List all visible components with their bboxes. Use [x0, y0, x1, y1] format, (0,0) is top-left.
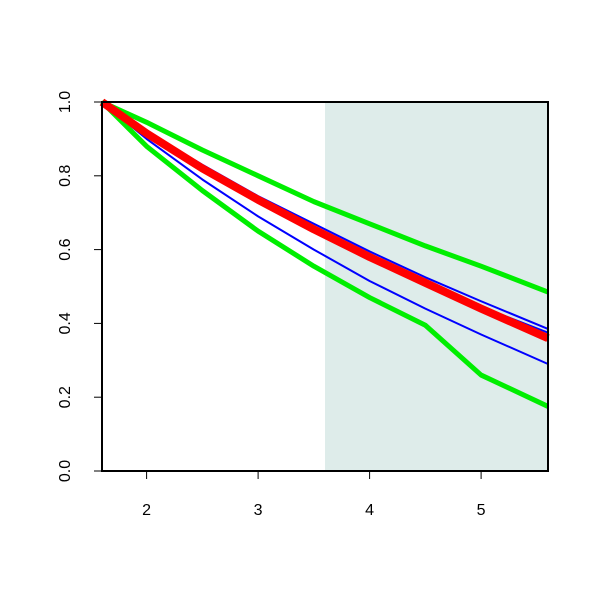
- y-tick-label: 0.4: [57, 312, 74, 334]
- line: [101, 101, 549, 365]
- line: [100, 100, 550, 409]
- y-tick-label: 0.0: [57, 460, 74, 482]
- y-tick-label: 0.8: [57, 165, 74, 187]
- x-tick-label: 3: [254, 502, 263, 519]
- x-tick-label: 4: [365, 502, 374, 519]
- line: [99, 98, 550, 342]
- x-tick-label: 2: [142, 502, 151, 519]
- line: [100, 99, 549, 295]
- y-tick-label: 0.2: [57, 386, 74, 408]
- plot-frame: [101, 101, 549, 472]
- x-tick-label: 5: [477, 502, 486, 519]
- y-tick-label: 0.6: [57, 238, 74, 260]
- y-tick-label: 1.0: [57, 91, 74, 113]
